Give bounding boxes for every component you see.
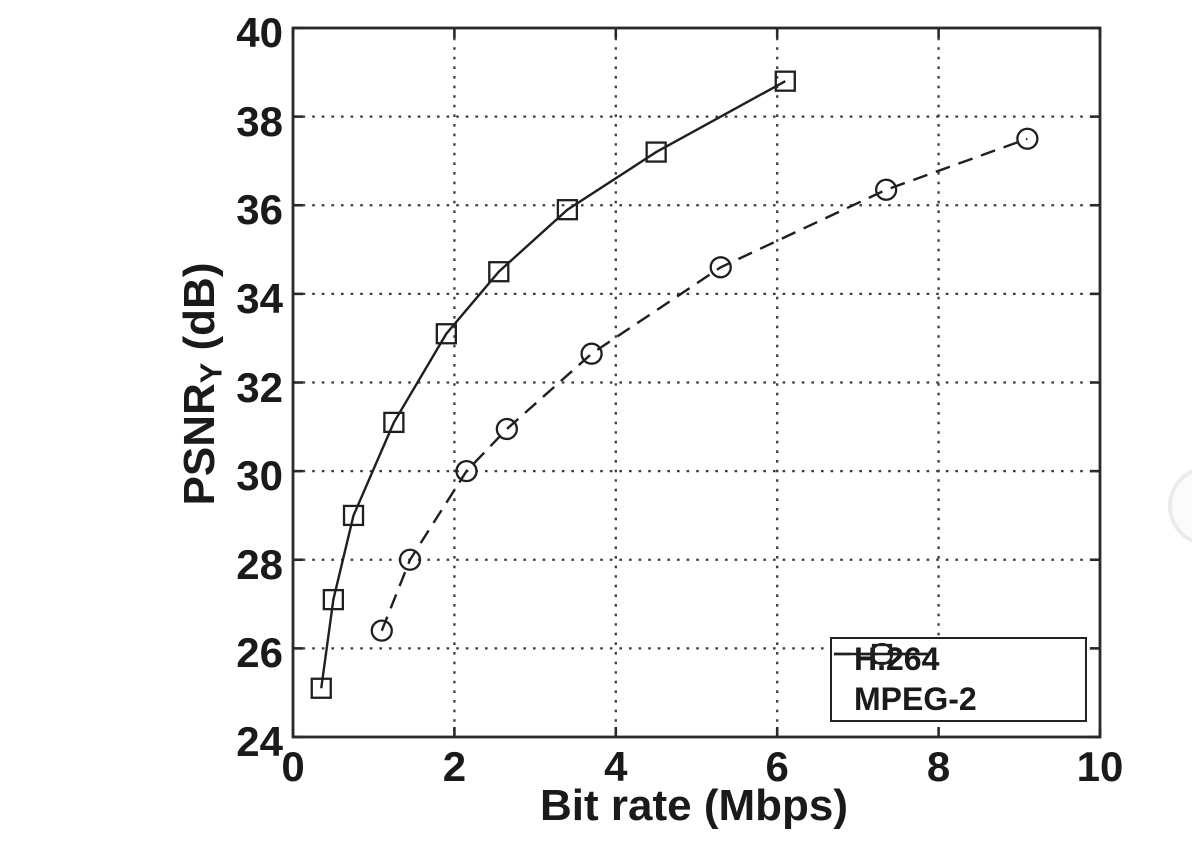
y-tick-label: 30	[236, 452, 283, 500]
series-line-circle	[380, 137, 1028, 632]
legend-sample-dashed-line	[834, 642, 930, 666]
circle-marker	[874, 178, 898, 201]
x-tick-label: 2	[442, 743, 467, 790]
square-marker	[556, 199, 579, 221]
square-marker	[645, 141, 667, 163]
legend-label: MPEG-2	[854, 681, 977, 717]
circle-marker	[495, 417, 519, 441]
y-tick-label: 26	[236, 629, 283, 677]
circle-marker	[580, 342, 603, 365]
circle-marker	[398, 548, 422, 571]
legend-circle-marker-icon	[870, 642, 894, 666]
legend-row: MPEG-2	[834, 642, 1085, 719]
y-tick-label: 32	[236, 363, 283, 411]
legend: H.264 MPEG-2	[830, 637, 1087, 722]
y-tick-label: 36	[236, 186, 283, 234]
y-tick-label: 40	[236, 9, 283, 56]
x-axis-label: Bit rate (Mbps)	[540, 781, 848, 830]
y-tick-label: 28	[236, 540, 283, 588]
square-marker	[383, 411, 405, 434]
y-tick-label: 38	[236, 97, 283, 145]
square-marker	[435, 323, 457, 345]
x-tick-label: 0	[281, 743, 305, 790]
circle-marker	[370, 619, 393, 642]
x-tick-label: 4	[604, 743, 628, 790]
square-marker	[322, 588, 345, 611]
square-marker	[488, 261, 510, 283]
x-tick-label: 6	[765, 743, 789, 790]
y-tick-label: 34	[236, 274, 283, 322]
series-line-square	[320, 80, 786, 689]
y-tick-label: 24	[236, 718, 283, 765]
x-tick-label: 8	[926, 743, 951, 790]
x-tick-label: 10	[1076, 743, 1124, 790]
circle-marker	[1016, 127, 1039, 150]
circle-marker	[455, 459, 478, 483]
square-marker	[342, 504, 365, 527]
circle-marker	[709, 256, 732, 279]
square-marker	[310, 677, 332, 699]
legend-label: H.264	[854, 641, 940, 677]
square-marker	[774, 70, 796, 92]
